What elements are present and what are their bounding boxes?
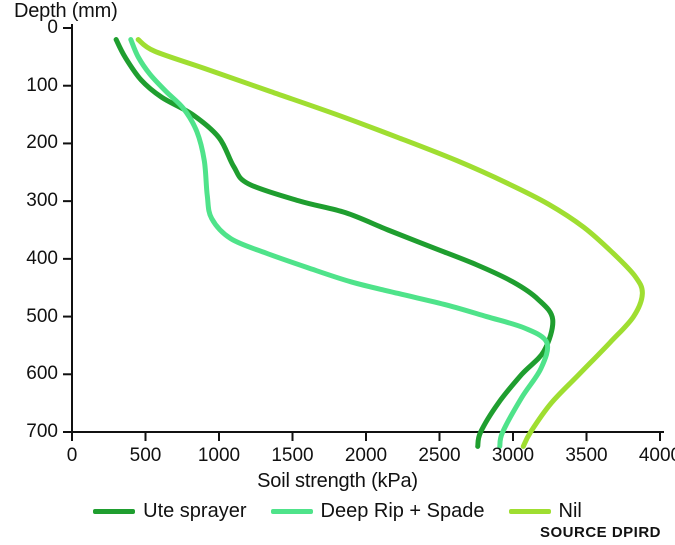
y-tick-label: 200: [8, 132, 58, 154]
source-attribution: SOURCE DPIRD: [540, 524, 661, 541]
legend-item-deep_rip_spade: Deep Rip + Spade: [271, 500, 485, 523]
series-nil: [138, 40, 642, 447]
x-tick-label: 500: [121, 445, 171, 467]
x-tick-label: 1000: [194, 445, 244, 467]
x-tick-label: 4000: [635, 445, 675, 467]
legend-item-nil: Nil: [509, 500, 582, 523]
x-tick-label: 2000: [341, 445, 391, 467]
legend-swatch: [509, 509, 551, 514]
y-tick-label: 100: [8, 75, 58, 97]
legend-label: Ute sprayer: [143, 500, 246, 523]
x-tick-label: 1500: [268, 445, 318, 467]
x-tick-label: 3500: [562, 445, 612, 467]
legend: Ute sprayer Deep Rip + Spade Nil: [0, 497, 675, 523]
y-tick-label: 400: [8, 248, 58, 270]
y-tick-label: 0: [8, 17, 58, 39]
legend-label: Deep Rip + Spade: [321, 500, 485, 523]
x-tick-label: 0: [47, 445, 97, 467]
legend-swatch: [93, 509, 135, 514]
y-tick-label: 700: [8, 421, 58, 443]
legend-item-ute_sprayer: Ute sprayer: [93, 500, 246, 523]
legend-swatch: [271, 509, 313, 514]
y-tick-label: 300: [8, 190, 58, 212]
y-tick-label: 500: [8, 306, 58, 328]
chart-container: { "chart": { "type": "line", "y_axis_tit…: [0, 0, 675, 545]
x-tick-label: 3000: [488, 445, 538, 467]
legend-label: Nil: [559, 500, 582, 523]
series-ute_sprayer: [116, 40, 553, 447]
series-deep_rip_spade: [131, 40, 548, 447]
y-tick-label: 600: [8, 363, 58, 385]
x-tick-label: 2500: [415, 445, 465, 467]
